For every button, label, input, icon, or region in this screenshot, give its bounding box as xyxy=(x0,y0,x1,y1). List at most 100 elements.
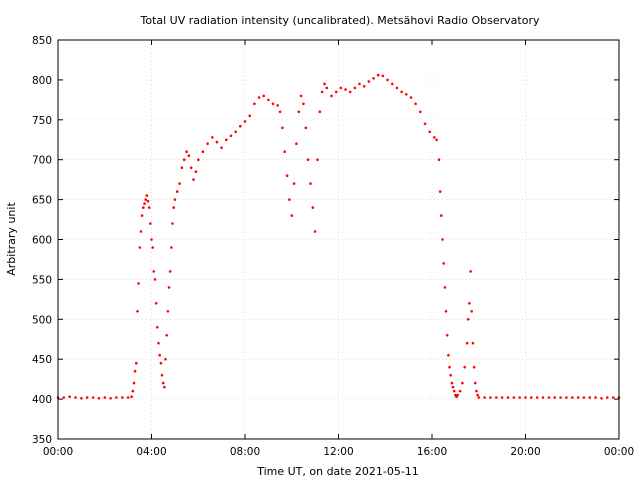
data-point xyxy=(588,396,592,399)
data-point xyxy=(582,396,586,399)
data-point xyxy=(414,102,417,106)
data-point xyxy=(547,396,551,399)
y-axis-label: Arbitrary unit xyxy=(5,202,18,276)
data-point xyxy=(400,90,403,94)
x-tick-label: 12:00 xyxy=(323,446,353,458)
data-point xyxy=(302,102,305,106)
data-point xyxy=(339,86,343,90)
data-point xyxy=(445,334,449,337)
data-point xyxy=(97,397,101,400)
x-tick-label: 20:00 xyxy=(510,446,540,458)
data-point xyxy=(170,246,173,249)
data-point xyxy=(594,396,597,399)
x-axis-label: Time UT, on date 2021-05-11 xyxy=(256,465,419,478)
data-point xyxy=(161,381,165,385)
data-point xyxy=(115,396,118,399)
data-point xyxy=(139,230,143,233)
data-point xyxy=(201,150,205,153)
data-point xyxy=(239,124,242,128)
data-point xyxy=(469,270,472,273)
data-point xyxy=(144,198,147,201)
data-point xyxy=(159,361,163,365)
data-point xyxy=(225,138,228,142)
data-point xyxy=(262,94,266,98)
data-point xyxy=(316,158,319,161)
data-point xyxy=(74,396,77,399)
data-point xyxy=(441,238,444,241)
data-point xyxy=(131,389,135,393)
data-point xyxy=(164,357,167,361)
x-tick-label: 16:00 xyxy=(417,446,447,458)
data-point xyxy=(175,190,179,193)
y-tick-label: 400 xyxy=(32,394,52,406)
data-point xyxy=(476,393,479,397)
data-point xyxy=(428,130,432,134)
data-point xyxy=(440,214,443,217)
data-point xyxy=(530,396,533,399)
data-point xyxy=(456,393,460,397)
y-tick-label: 350 xyxy=(32,434,52,446)
data-point xyxy=(211,136,214,139)
data-point xyxy=(463,365,467,369)
data-point xyxy=(156,326,159,329)
data-point xyxy=(206,142,209,145)
data-point xyxy=(447,353,450,357)
data-point xyxy=(143,202,146,205)
data-point xyxy=(160,373,164,377)
data-point xyxy=(126,396,130,399)
y-tick-label: 550 xyxy=(32,274,52,286)
data-point xyxy=(306,158,310,161)
data-point xyxy=(299,94,303,98)
y-tick-label: 700 xyxy=(32,155,52,167)
x-tick-label: 00:00 xyxy=(604,446,634,458)
data-point xyxy=(220,146,223,149)
data-point xyxy=(376,73,380,77)
data-point xyxy=(165,334,168,337)
data-point xyxy=(386,78,389,82)
data-point xyxy=(278,110,282,114)
data-point xyxy=(483,396,486,399)
data-point xyxy=(297,110,301,114)
data-point xyxy=(109,397,112,400)
data-point xyxy=(443,286,447,289)
data-point xyxy=(600,397,603,400)
y-tick-label: 600 xyxy=(32,235,52,247)
y-tick-label: 750 xyxy=(32,115,52,127)
data-point xyxy=(471,341,475,345)
data-point xyxy=(466,318,470,321)
data-point xyxy=(276,104,280,107)
data-point xyxy=(313,230,317,233)
data-point xyxy=(468,302,471,305)
data-point xyxy=(451,385,455,389)
data-point xyxy=(606,396,609,399)
data-point xyxy=(438,190,442,193)
data-point xyxy=(150,238,153,241)
data-point xyxy=(283,150,287,153)
data-point xyxy=(257,96,261,99)
data-point xyxy=(172,206,175,209)
data-point xyxy=(158,353,161,357)
data-point xyxy=(157,341,160,345)
data-point xyxy=(524,396,527,399)
data-point xyxy=(234,130,237,134)
data-point xyxy=(362,85,366,88)
data-point xyxy=(489,396,492,399)
data-point xyxy=(405,93,408,96)
data-point xyxy=(435,138,439,142)
data-point xyxy=(506,396,510,399)
y-tick-label: 450 xyxy=(32,354,52,366)
data-point xyxy=(248,114,251,118)
data-point xyxy=(173,198,177,201)
data-point xyxy=(449,373,453,377)
data-point xyxy=(559,396,562,399)
data-point xyxy=(271,102,275,106)
data-point xyxy=(423,122,427,126)
data-point xyxy=(295,142,298,145)
data-point xyxy=(243,120,247,123)
data-point xyxy=(215,140,219,144)
data-point xyxy=(91,396,95,399)
data-point xyxy=(140,214,144,217)
data-point xyxy=(419,110,422,114)
data-point xyxy=(187,154,191,157)
